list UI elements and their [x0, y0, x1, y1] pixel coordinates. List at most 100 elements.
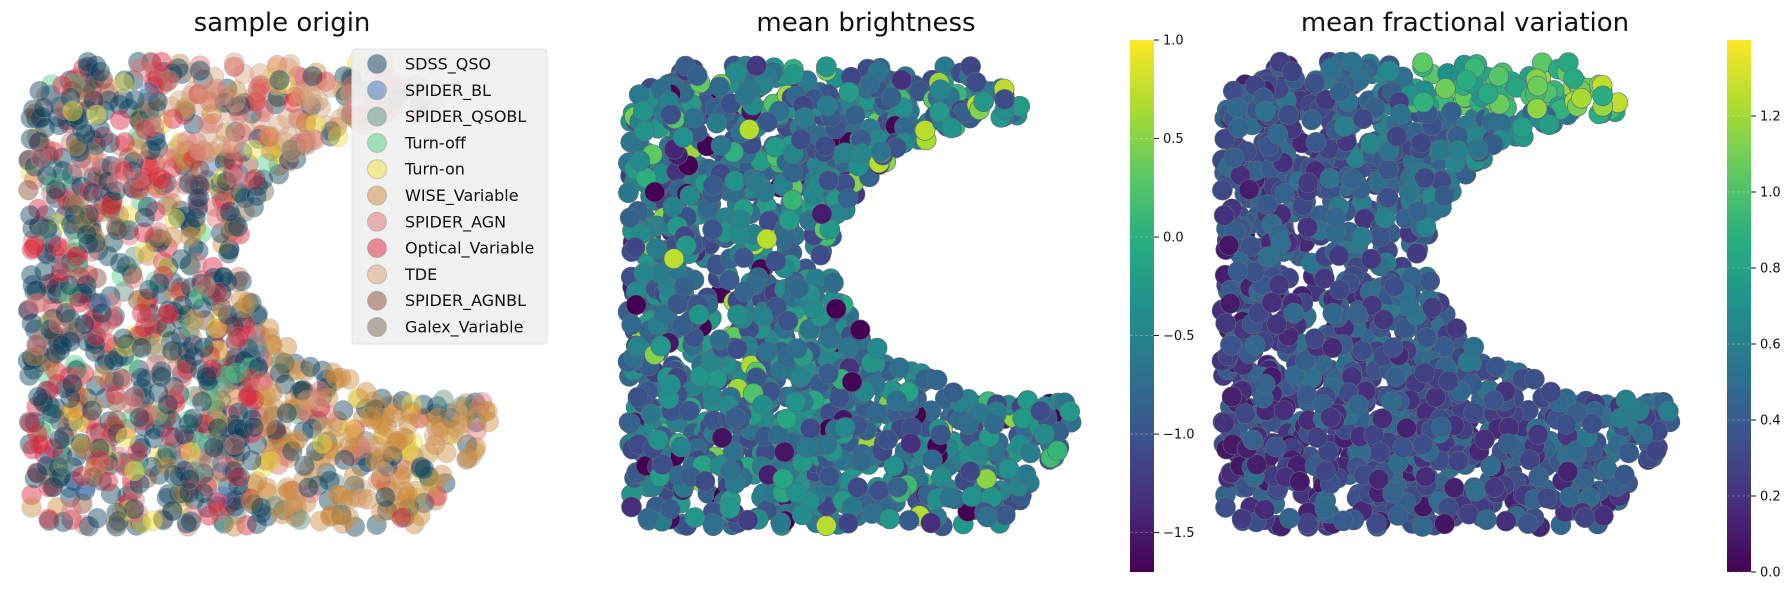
scatter-point [1412, 434, 1434, 456]
scatter-point [124, 460, 145, 482]
scatter-point [224, 52, 245, 74]
scatter-point [20, 107, 42, 129]
scatter-point [136, 92, 158, 113]
scatter-point [399, 502, 420, 524]
scatter-point [131, 337, 152, 359]
scatter-point [271, 431, 293, 452]
scatter-point [1527, 75, 1548, 97]
scatter-point [152, 417, 173, 438]
scatter-point [469, 405, 491, 426]
tick-label: 0.6 [1760, 338, 1781, 353]
scatter-point [994, 504, 1016, 526]
scatter-point [1281, 61, 1303, 83]
scatter-point [228, 428, 250, 450]
tick-label: 1.0 [1163, 34, 1184, 49]
scatter-point [246, 471, 268, 492]
scatter-point [851, 450, 873, 472]
scatter-point [122, 177, 144, 199]
scatter-point [702, 175, 724, 196]
scatter-point [221, 316, 242, 337]
scatter-point [785, 391, 806, 413]
scatter-point [57, 416, 78, 437]
scatter-point [83, 166, 104, 188]
scatter-point [51, 437, 73, 458]
scatter-point [1593, 505, 1614, 527]
scatter-point [424, 403, 446, 425]
legend-label: Galex_Variable [405, 318, 523, 338]
scatter-point [644, 181, 666, 203]
scatter-point [1463, 336, 1484, 358]
scatter-point [51, 334, 73, 356]
scatter-point [203, 437, 225, 458]
scatter-point [1352, 108, 1374, 130]
scatter-point [217, 476, 239, 498]
scatter-point [1495, 510, 1517, 532]
scatter-points [17, 51, 500, 538]
scatter-point [1434, 513, 1455, 535]
scatter-point [464, 440, 485, 462]
scatter-point [79, 62, 101, 84]
scatter-point [455, 393, 477, 414]
scatter-point [47, 236, 68, 257]
scatter-point [139, 81, 160, 102]
scatter-point [1301, 109, 1322, 131]
scatter-point [1341, 169, 1363, 190]
scatter-point [211, 510, 233, 531]
scatter-point [49, 410, 71, 431]
scatter-point [834, 417, 856, 438]
scatter-point [105, 216, 127, 238]
legend-swatch [367, 80, 387, 101]
scatter-point [213, 513, 235, 534]
scatter-point [316, 431, 338, 453]
scatter-point [733, 247, 754, 268]
scatter-point [81, 400, 103, 421]
tick-label: 0.2 [1760, 490, 1781, 505]
scatter-point [71, 118, 93, 139]
scatter-point [134, 415, 155, 437]
scatter-point [877, 429, 899, 451]
scatter-point [122, 178, 144, 199]
scatter-point [256, 482, 278, 504]
scatter-point [131, 170, 152, 192]
scatter-point [1306, 427, 1328, 448]
scatter-point [384, 495, 406, 517]
scatter-point [710, 135, 732, 156]
scatter-point [38, 508, 59, 530]
scatter-point [170, 200, 192, 221]
scatter-point [94, 387, 116, 409]
scatter-point [193, 337, 215, 358]
scatter-point [1257, 194, 1278, 215]
scatter-point [87, 507, 108, 529]
scatter-point [165, 148, 187, 169]
scatter-point [72, 283, 93, 305]
scatter-point [271, 145, 293, 167]
scatter-point [233, 317, 254, 338]
scatter-point [88, 444, 110, 466]
scatter-point [89, 422, 111, 443]
scatter-point [464, 392, 486, 413]
scatter-point [1314, 498, 1336, 520]
scatter-point [207, 425, 228, 446]
scatter-point [41, 223, 63, 245]
scatter-point [177, 140, 198, 161]
scatter-point [1438, 370, 1459, 392]
scatter-point [128, 168, 150, 189]
scatter-point [647, 429, 669, 451]
scatter-point [205, 320, 226, 342]
scatter-point [165, 139, 186, 161]
scatter-point [1381, 391, 1402, 412]
scatter-point [632, 100, 654, 122]
scatter-point [332, 513, 354, 534]
scatter-point [1231, 508, 1253, 530]
scatter-point [74, 207, 96, 229]
scatter-point [249, 75, 271, 97]
scatter-point [157, 195, 178, 216]
scatter-point [109, 109, 131, 131]
scatter-point [1347, 394, 1369, 415]
scatter-point [930, 424, 951, 445]
scatter-point [96, 350, 118, 371]
scatter-point [458, 401, 479, 422]
scatter-point [171, 248, 192, 270]
scatter-point [929, 79, 951, 100]
scatter-point [1618, 442, 1640, 464]
